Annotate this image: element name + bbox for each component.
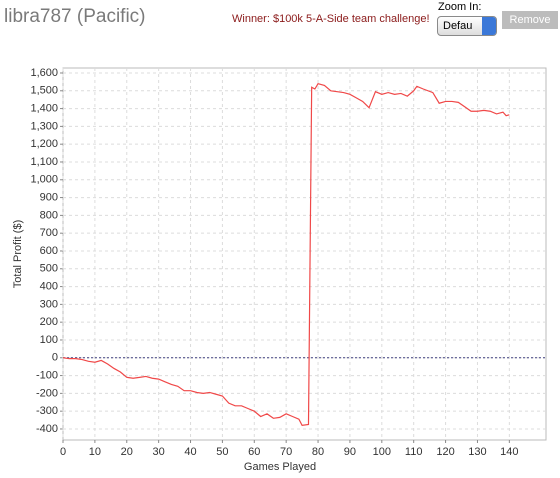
zoom-label: Zoom In: xyxy=(438,1,482,13)
select-arrow xyxy=(482,17,496,35)
y-tick-label: -200 xyxy=(36,387,58,399)
y-tick-label: 400 xyxy=(40,280,58,292)
plot-area xyxy=(62,67,547,441)
x-tick-label: 90 xyxy=(344,446,356,458)
x-tick-label: 100 xyxy=(373,446,391,458)
x-tick-label: 40 xyxy=(184,446,196,458)
y-axis-title: Total Profit ($) xyxy=(12,220,24,288)
zoom-value: Defau xyxy=(443,20,473,32)
y-tick-label: -100 xyxy=(36,369,58,381)
y-tick-label: 800 xyxy=(40,209,58,221)
announcement[interactable]: Winner: $100k 5-A-Side team challenge! xyxy=(232,13,430,25)
x-tick-label: 30 xyxy=(153,446,165,458)
data-line xyxy=(62,82,510,427)
remove-button[interactable]: Remove xyxy=(502,11,558,29)
y-tick-label: 500 xyxy=(40,263,58,275)
x-tick-label: 120 xyxy=(436,446,454,458)
y-tick-label: 1,300 xyxy=(30,120,58,132)
y-tick-label: 1,000 xyxy=(30,174,58,186)
y-tick-label: 600 xyxy=(40,245,58,257)
y-tick-label: -300 xyxy=(36,405,58,417)
y-tick-label: 1,100 xyxy=(30,156,58,168)
y-tick-label: 1,500 xyxy=(30,85,58,97)
zoom-select[interactable]: Defau xyxy=(437,16,497,36)
x-tick-label: 60 xyxy=(248,446,260,458)
x-axis-title: Games Played xyxy=(244,461,316,473)
y-tick-label: 1,400 xyxy=(30,102,58,114)
y-tick-label: 300 xyxy=(40,298,58,310)
x-tick-label: 50 xyxy=(216,446,228,458)
x-tick-label: 140 xyxy=(500,446,518,458)
x-tick-label: 70 xyxy=(280,446,292,458)
x-tick-label: 110 xyxy=(405,446,423,458)
x-tick-label: 10 xyxy=(89,446,101,458)
user-title: libra787 (Pacific) xyxy=(4,6,146,27)
y-tick-label: 900 xyxy=(40,191,58,203)
y-tick-label: 1,200 xyxy=(30,138,58,150)
x-tick-label: 20 xyxy=(121,446,133,458)
y-tick-label: -400 xyxy=(36,423,58,435)
y-tick-label: 0 xyxy=(52,352,58,364)
x-tick-label: 130 xyxy=(468,446,486,458)
y-tick-label: 1,600 xyxy=(30,67,58,79)
y-tick-label: 200 xyxy=(40,316,58,328)
y-tick-label: 100 xyxy=(40,334,58,346)
x-tick-label: 80 xyxy=(312,446,324,458)
x-tick-label: 0 xyxy=(60,446,66,458)
y-tick-label: 700 xyxy=(40,227,58,239)
